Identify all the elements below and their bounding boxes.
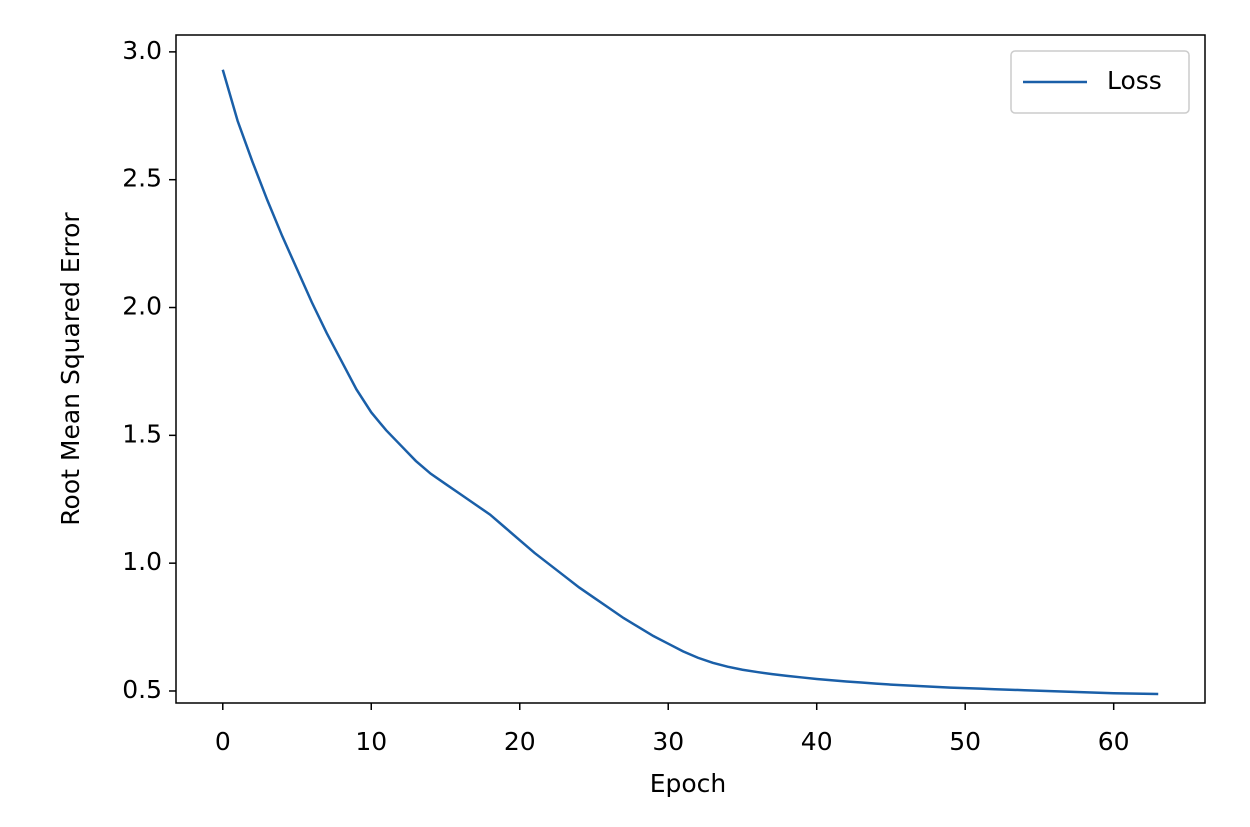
- y-tick-label: 1.0: [122, 547, 162, 576]
- x-tick-label: 50: [949, 727, 981, 756]
- plot-frame: [175, 34, 1206, 704]
- x-tick-label: 20: [504, 727, 536, 756]
- x-tick-label: 40: [801, 727, 833, 756]
- y-tick-label: 3.0: [122, 36, 162, 65]
- x-tick-label: 60: [1098, 727, 1130, 756]
- x-tick-label: 10: [355, 727, 387, 756]
- legend-label: Loss: [1107, 66, 1162, 95]
- x-tick-label: 0: [215, 727, 231, 756]
- x-tick-label: 30: [652, 727, 684, 756]
- x-axis-label: Epoch: [650, 769, 727, 798]
- loss-line: [221, 69, 1159, 696]
- y-axis-label: Root Mean Squared Error: [56, 212, 85, 526]
- y-tick-label: 0.5: [122, 675, 162, 704]
- y-tick-label: 1.5: [122, 419, 162, 448]
- y-tick-label: 2.5: [122, 164, 162, 193]
- y-tick-label: 2.0: [122, 292, 162, 321]
- legend-box: [1010, 50, 1190, 114]
